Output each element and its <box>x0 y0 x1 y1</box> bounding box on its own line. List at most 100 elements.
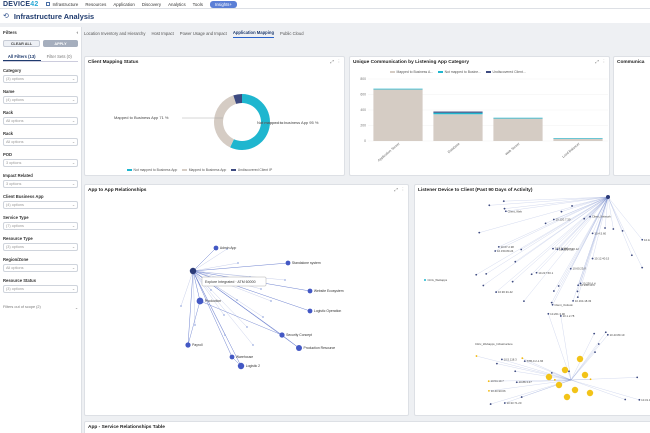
tab-application-mapping[interactable]: Application Mapping <box>232 30 275 38</box>
tab-filter-sets[interactable]: Filter Sets (0) <box>46 53 72 59</box>
panel-menu-icon[interactable]: ⤢ ⋮ <box>394 187 405 192</box>
bar[interactable] <box>433 111 483 113</box>
network-node[interactable] <box>503 402 506 404</box>
network-node[interactable] <box>604 331 607 334</box>
nav-item-insights[interactable]: Insights+ <box>209 0 237 8</box>
network-node[interactable] <box>489 403 492 405</box>
nav-item-infrastructure[interactable]: Infrastructure <box>46 2 78 7</box>
network-node[interactable] <box>535 271 538 274</box>
filter-select[interactable]: 3 options ⌄ <box>3 158 78 167</box>
filter-select[interactable]: (3) options ⌄ <box>3 242 78 251</box>
network-node[interactable] <box>593 332 596 335</box>
bar[interactable] <box>433 114 483 141</box>
network-node[interactable] <box>571 205 573 207</box>
network-node[interactable] <box>495 291 498 293</box>
network-node[interactable] <box>641 266 644 269</box>
network-node[interactable] <box>576 355 584 363</box>
filter-select[interactable]: 3 options ⌄ <box>3 179 78 188</box>
tab-location-inventory[interactable]: Location Inventory and Hierarchy <box>84 30 146 36</box>
network-node[interactable] <box>560 210 563 213</box>
network-node[interactable] <box>589 378 592 381</box>
network-node[interactable] <box>552 247 554 250</box>
nav-item-application[interactable]: Application <box>113 1 135 7</box>
filter-select[interactable]: (4) options ⌄ <box>3 200 78 209</box>
network-node[interactable] <box>612 228 615 230</box>
nav-item-discovery[interactable]: Discovery <box>141 1 162 7</box>
filters-out-of-scope[interactable]: Filters out of scope (2) ⌄ <box>3 305 78 310</box>
bar[interactable] <box>433 112 483 115</box>
network-node[interactable] <box>555 381 563 389</box>
network-node[interactable] <box>621 229 624 232</box>
tab-all-filters[interactable]: All Filters (13) <box>3 52 41 61</box>
graph-node[interactable] <box>180 305 182 307</box>
legend-item[interactable]: Mapped to Business App <box>182 168 226 172</box>
filter-select[interactable]: (7) options ⌄ <box>3 221 78 230</box>
network-node[interactable] <box>520 396 523 398</box>
clear-all-button[interactable]: CLEAR ALL <box>3 40 40 47</box>
legend-item[interactable]: Mapped to Business A... <box>390 70 433 74</box>
network-node[interactable] <box>488 389 490 392</box>
network-node[interactable] <box>487 380 490 383</box>
network-node[interactable] <box>494 250 497 252</box>
network-node[interactable] <box>594 351 596 354</box>
bar[interactable] <box>553 138 603 139</box>
network-node[interactable] <box>557 285 560 287</box>
brand-logo[interactable]: DEVICE42 <box>3 0 39 8</box>
graph-node[interactable] <box>284 279 286 281</box>
graph-node[interactable] <box>270 300 272 302</box>
filter-select[interactable]: (4) options ⌄ <box>3 95 78 104</box>
graph-node[interactable] <box>307 288 313 294</box>
network-node[interactable] <box>636 376 639 379</box>
donut-slice[interactable] <box>230 94 270 150</box>
network-node[interactable] <box>482 284 485 287</box>
graph-node[interactable] <box>213 245 219 251</box>
network-node[interactable] <box>606 333 609 336</box>
apply-button[interactable]: APPLY <box>43 40 78 47</box>
nav-item-tools[interactable]: Tools <box>192 1 203 7</box>
network-node[interactable] <box>552 218 555 221</box>
nav-item-resources[interactable]: Resources <box>85 1 107 7</box>
network-hub-node[interactable] <box>606 195 610 199</box>
filter-select[interactable]: (3) options ⌄ <box>3 74 78 83</box>
graph-node[interactable] <box>260 288 262 290</box>
network-node[interactable] <box>641 238 644 241</box>
filter-select[interactable]: (3) options ⌄ <box>3 284 78 293</box>
tab-power-usage[interactable]: Power Usage and Impact <box>179 30 227 36</box>
network-node[interactable] <box>630 254 633 257</box>
network-node[interactable] <box>556 248 559 251</box>
network-node[interactable] <box>571 386 579 394</box>
network-node[interactable] <box>475 273 478 276</box>
network-node[interactable] <box>495 362 498 365</box>
network-node[interactable] <box>497 245 500 248</box>
network-node[interactable] <box>485 273 488 275</box>
network-node[interactable] <box>520 248 523 251</box>
donut-slice[interactable] <box>214 95 237 148</box>
graph-node[interactable] <box>296 345 302 351</box>
network-node[interactable] <box>591 232 594 235</box>
network-node[interactable] <box>544 222 547 225</box>
bar[interactable] <box>373 89 423 141</box>
network-node[interactable] <box>550 371 553 374</box>
tab-public-cloud[interactable]: Public Cloud <box>280 30 304 36</box>
bar[interactable] <box>493 118 543 141</box>
legend-item[interactable]: Undiscovered Client... <box>485 70 526 74</box>
network-node[interactable] <box>577 284 580 287</box>
network-node[interactable] <box>638 398 641 401</box>
bar[interactable] <box>493 117 543 119</box>
network-node[interactable] <box>559 315 562 317</box>
network-node[interactable] <box>591 257 594 260</box>
network-node[interactable] <box>547 312 550 315</box>
graph-node[interactable] <box>285 260 291 266</box>
network-node[interactable] <box>572 299 574 302</box>
network-node[interactable] <box>514 260 517 263</box>
network-node[interactable] <box>514 370 517 373</box>
network-node[interactable] <box>545 373 553 381</box>
donut-slice[interactable] <box>233 94 242 104</box>
network-node[interactable] <box>568 370 570 373</box>
filter-select[interactable]: All options ⌄ <box>3 116 78 125</box>
network-node[interactable] <box>561 366 569 374</box>
bar[interactable] <box>373 88 423 90</box>
graph-node[interactable] <box>210 289 212 291</box>
network-node[interactable] <box>523 300 525 303</box>
network-node[interactable] <box>551 303 554 306</box>
